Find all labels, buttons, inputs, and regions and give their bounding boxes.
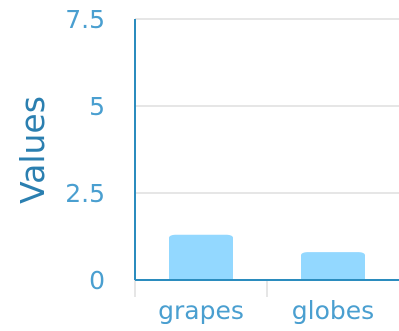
axes <box>134 19 399 297</box>
x-tick-label: grapes <box>158 296 244 325</box>
bar-base <box>301 274 365 280</box>
y-tick-label: 5 <box>89 92 105 121</box>
bar-base <box>169 274 233 280</box>
y-axis-title: Values <box>13 96 52 204</box>
y-tick-label: 2.5 <box>65 179 105 208</box>
bar <box>301 252 365 280</box>
y-tick-label: 7.5 <box>65 5 105 34</box>
bar <box>169 234 233 280</box>
x-tick-label: globes <box>292 296 374 325</box>
y-tick-label: 0 <box>89 266 105 295</box>
tick-labels: 0 2.5 5 7.5 grapes globes <box>65 5 374 325</box>
grid-lines <box>135 18 399 194</box>
bars <box>169 234 365 280</box>
